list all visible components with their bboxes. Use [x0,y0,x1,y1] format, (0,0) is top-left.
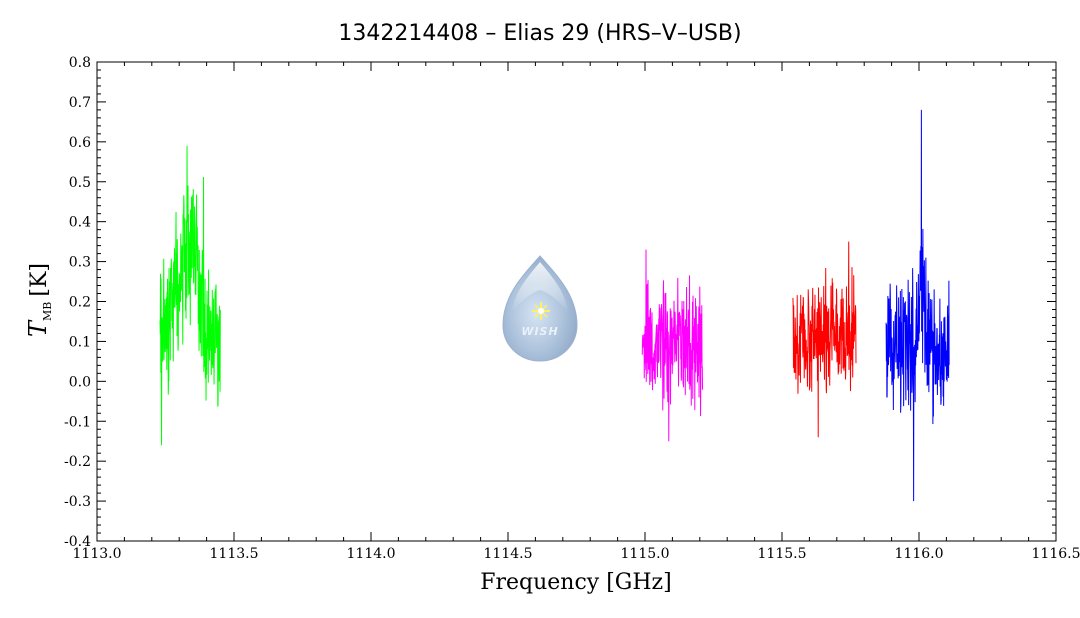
x-tick-label: 1115.0 [621,546,670,562]
star-icon [532,302,550,320]
series-line-3 [792,241,857,438]
y-axis-label-symbol: T [24,319,52,337]
series-line-4 [885,109,950,502]
x-tick-label: 1115.5 [758,546,807,562]
y-tick-label: -0.1 [64,414,91,430]
y-tick-label: 0.0 [69,374,91,390]
y-tick-label: 0.4 [69,215,91,231]
y-tick-label: 0.7 [69,95,91,111]
x-tick-label: 1114.0 [347,546,396,562]
chart-title: 1342214408 – Elias 29 (HRS–V–USB) [338,21,741,46]
x-tick-label: 1113.0 [73,546,122,562]
y-tick-label: 0.8 [69,55,91,71]
y-tick-label: -0.4 [64,534,91,550]
x-tick-label: 1116.5 [1032,546,1080,562]
wish-logo-text: WISH [521,325,558,338]
x-axis-label: Frequency [GHz] [480,570,672,595]
y-tick-label: 0.1 [69,334,91,350]
plot-frame [96,61,1057,542]
y-axis-label: TMB [K] [24,263,54,337]
y-axis-label-subscript: MB [41,302,54,321]
x-tick-label: 1113.5 [210,546,259,562]
y-tick-label: 0.2 [69,295,91,311]
y-tick-label: 0.5 [69,175,91,191]
x-tick-label: 1114.5 [484,546,533,562]
y-tick-label: 0.3 [69,255,91,271]
wish-logo: WISH [502,255,578,362]
series-line-1 [159,145,221,446]
y-tick-label: -0.3 [64,494,91,510]
drop-shine [512,262,568,312]
y-tick-label: 0.6 [69,135,91,151]
y-axis-label-unit: [K] [27,263,52,297]
y-tick-label: -0.2 [64,454,91,470]
x-tick-label: 1116.0 [895,546,944,562]
series-line-2 [641,249,704,442]
